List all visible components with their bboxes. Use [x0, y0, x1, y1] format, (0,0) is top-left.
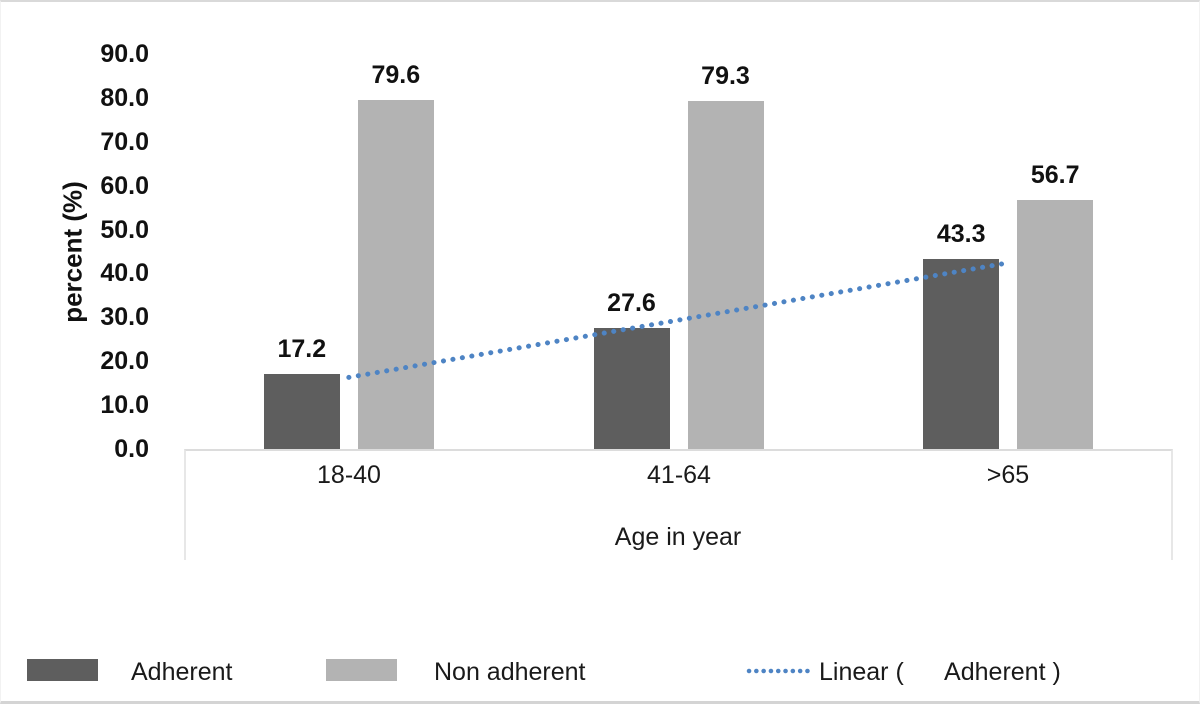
bar-non-adherent [357, 99, 434, 449]
y-tick-label: 50.0 [100, 215, 149, 244]
y-tick-label: 30.0 [100, 303, 149, 332]
bar-non-adherent [687, 100, 764, 449]
bar-value-label: 56.7 [1030, 161, 1080, 190]
x-category-label: >65 [986, 461, 1030, 489]
y-tick-label: 80.0 [100, 83, 149, 112]
legend-label-linear-adherent: Linear ( Adherent ) [819, 658, 1061, 686]
x-axis-title: Age in year [614, 523, 742, 551]
bar-adherent [263, 373, 340, 449]
legend-trendline-sample [746, 668, 814, 674]
y-tick-label: 90.0 [100, 40, 149, 68]
bar-adherent [593, 327, 670, 449]
bar-adherent [923, 258, 1000, 449]
x-axis-frame [184, 449, 1173, 560]
y-tick-label: 10.0 [100, 391, 149, 420]
bar-value-label: 79.6 [371, 60, 421, 89]
bar-value-label: 43.3 [936, 219, 986, 248]
legend-label-adherent: Adherent [131, 658, 233, 686]
bar-value-label: 17.2 [277, 334, 327, 363]
legend-swatch-adherent [27, 659, 98, 681]
legend-label-non-adherent: Non adherent [434, 658, 586, 686]
y-tick-label: 0.0 [114, 435, 149, 463]
y-tick-label: 40.0 [100, 259, 149, 288]
x-category-label: 18-40 [317, 461, 381, 489]
bar-value-label: 79.3 [701, 61, 750, 90]
y-tick-label: 60.0 [100, 171, 149, 200]
legend-swatch-non-adherent [326, 659, 397, 681]
y-tick-label: 70.0 [100, 127, 149, 156]
y-tick-label: 20.0 [100, 347, 149, 376]
bar-value-label: 27.6 [607, 288, 656, 317]
x-category-label: 41-64 [647, 461, 711, 489]
bar-non-adherent [1017, 200, 1094, 449]
